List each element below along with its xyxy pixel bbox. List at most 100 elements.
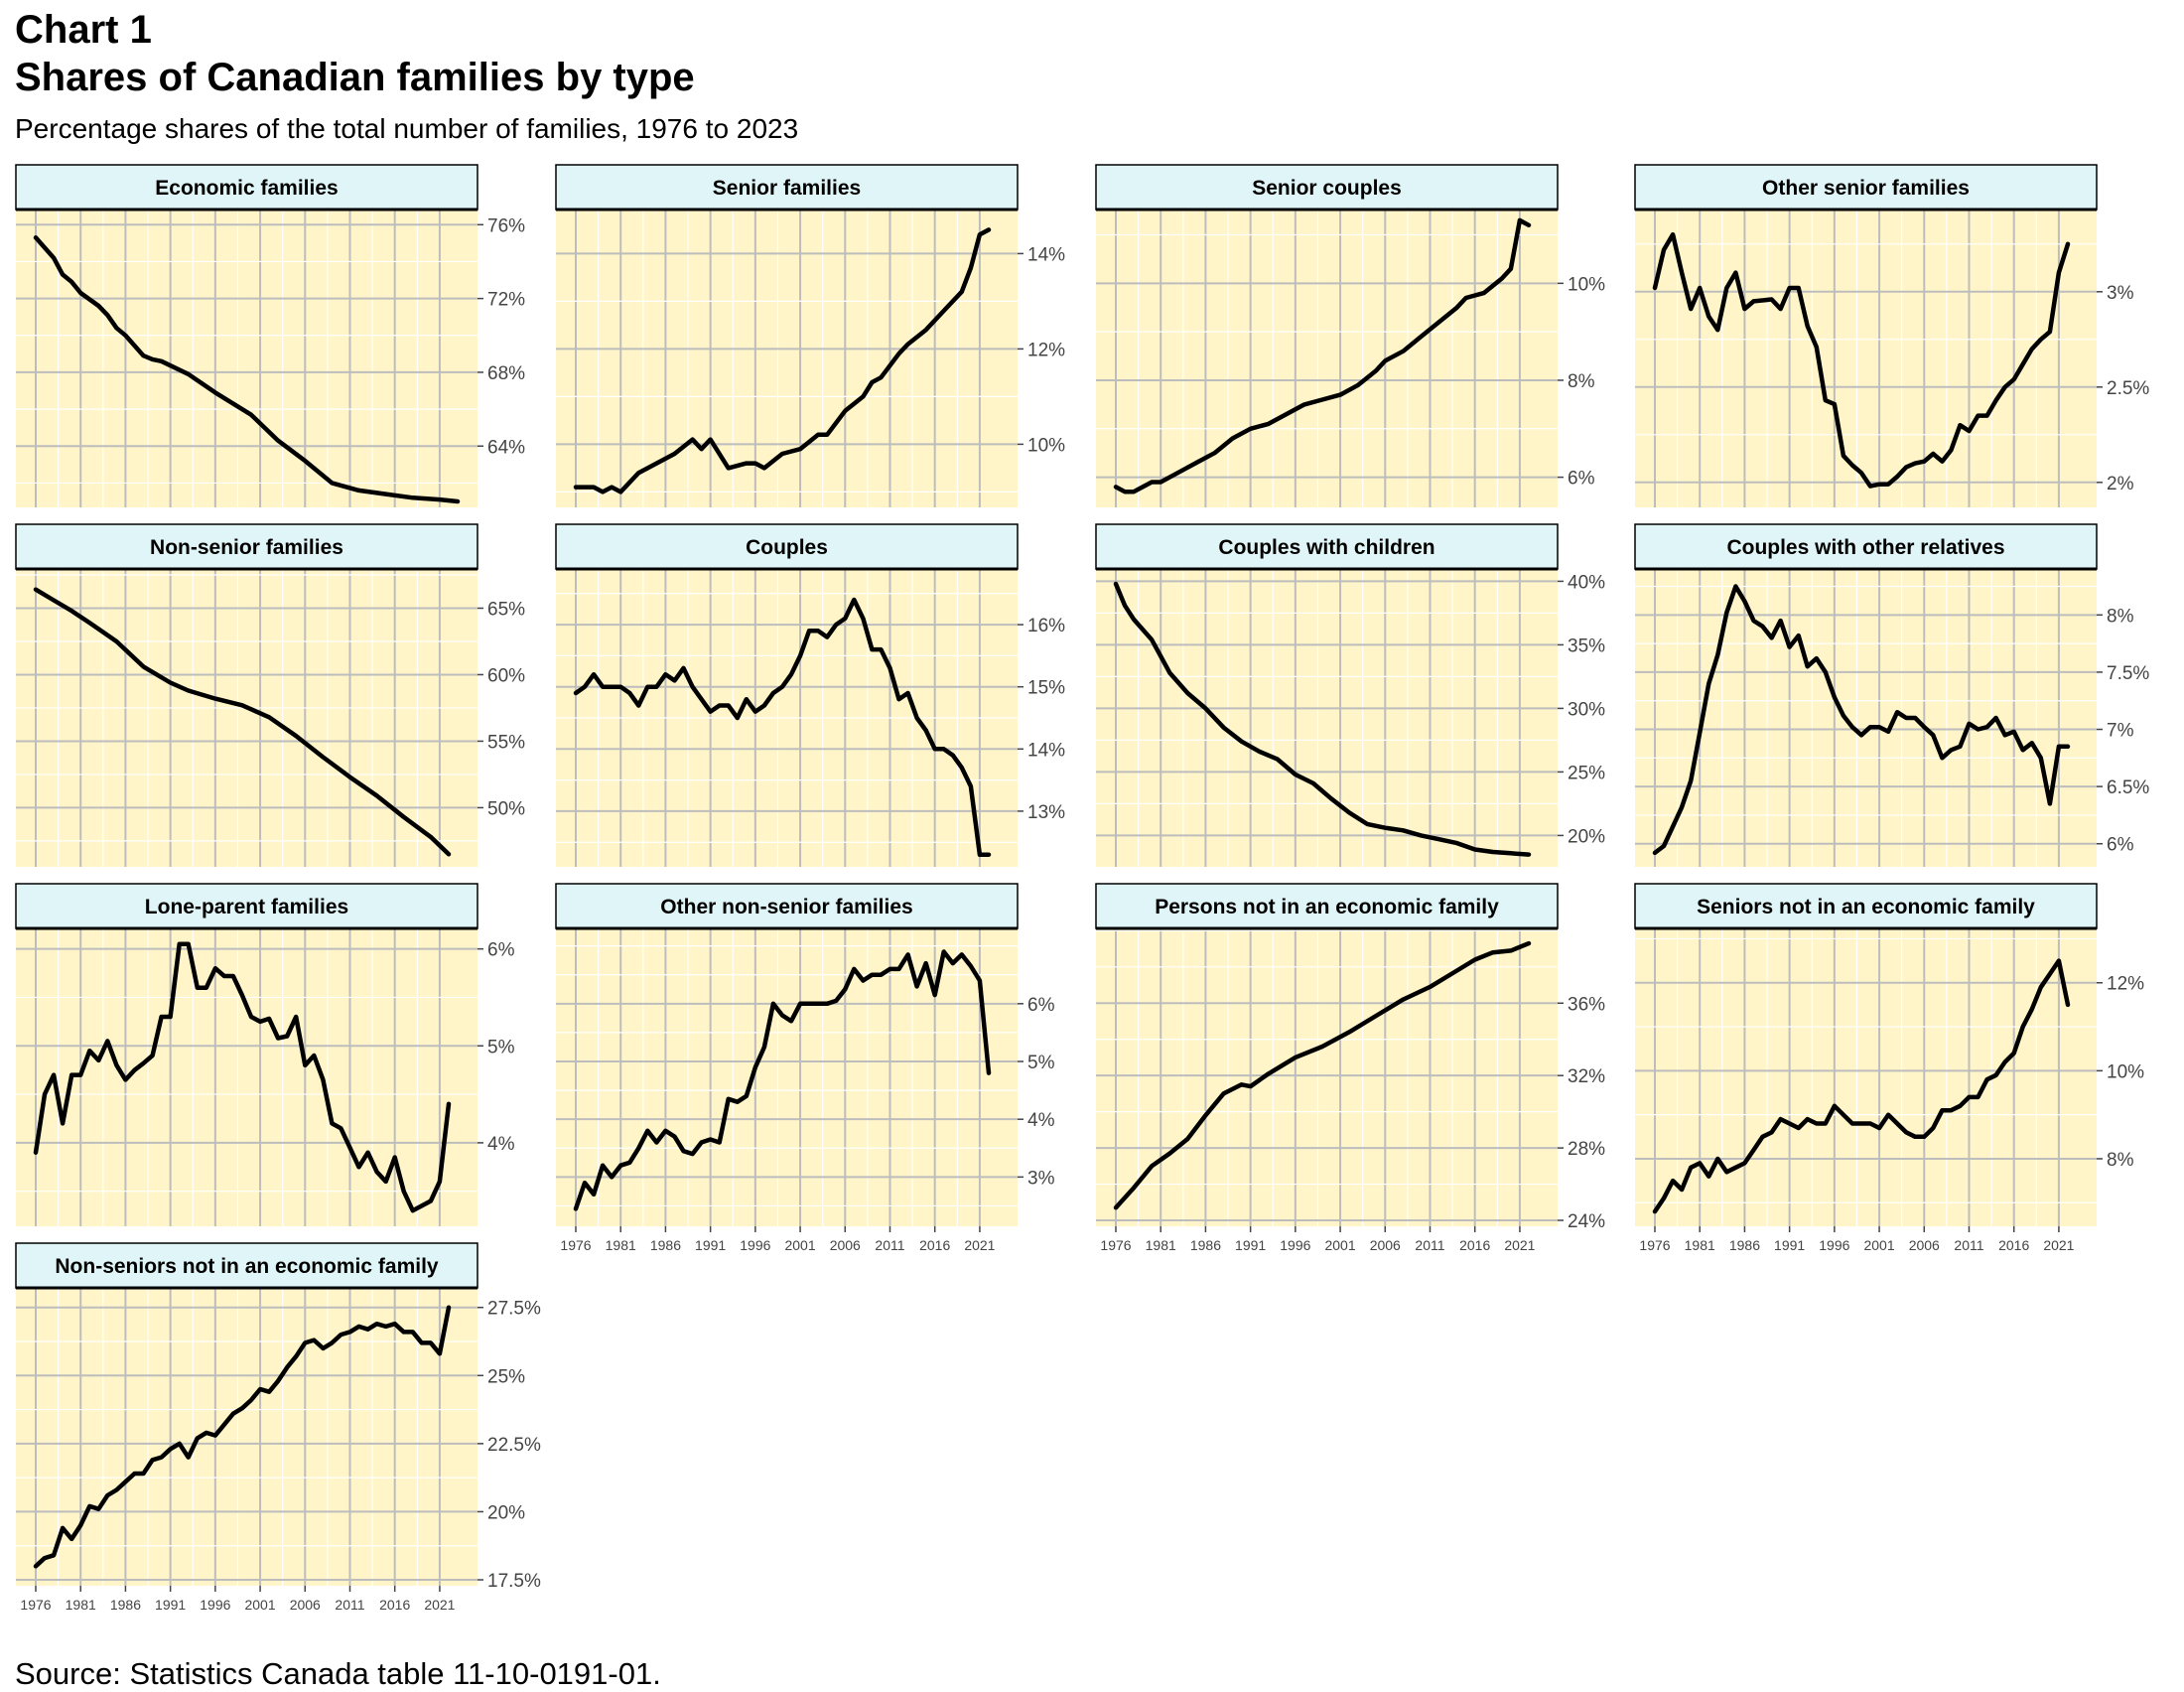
facet-panel: Other non-senior families 6% 5% 4% 3% 1976 198…: [555, 883, 1055, 1253]
x-tick-label: 1991: [695, 1237, 726, 1253]
y-tick-label: 5%: [487, 1037, 515, 1058]
facet-strip: [1634, 164, 2098, 211]
y-tick-label: 10%: [2107, 1061, 2144, 1082]
facet-title: Couples with children: [1218, 536, 1434, 559]
y-tick-label: 6%: [1568, 469, 1595, 490]
y-tick-label: 16%: [1027, 616, 1065, 636]
x-tick-label: 2001: [244, 1597, 275, 1613]
x-tick-label: 1981: [1146, 1237, 1176, 1253]
facet-title: Senior couples: [1252, 177, 1402, 200]
y-tick-label: 50%: [487, 798, 525, 819]
facet-panel: Couples 16% 15% 14% 13%: [555, 523, 1065, 867]
x-tick-label: 1976: [20, 1597, 51, 1613]
y-tick-label: 8%: [2107, 606, 2134, 627]
facet-title: Couples with other relatives: [1726, 536, 2004, 559]
panel-background: [16, 1288, 478, 1586]
y-tick-label: 22.5%: [487, 1435, 541, 1456]
y-tick-label: 12%: [1027, 340, 1065, 360]
facet-title: Other non-senior families: [660, 896, 912, 918]
x-tick-label: 2016: [379, 1597, 410, 1613]
x-tick-label: 1996: [1819, 1237, 1849, 1253]
x-tick-label: 2021: [2043, 1237, 2074, 1253]
y-tick-label: 30%: [1568, 699, 1605, 720]
y-tick-label: 6%: [2107, 835, 2134, 856]
series-line: [1652, 958, 2071, 1214]
y-tick-label: 12%: [2107, 974, 2144, 995]
x-tick-label: 1986: [1190, 1237, 1221, 1253]
y-tick-label: 10%: [1568, 274, 1605, 295]
facet-panel: Other senior families 3% 2.5% 2%: [1634, 164, 2149, 507]
facet-panel: Senior couples 10% 8% 6%: [1095, 164, 1605, 507]
series-line: [33, 1305, 452, 1569]
panel-background: [1096, 210, 1558, 507]
y-tick-label: 7.5%: [2107, 663, 2149, 684]
facet-strip: [1634, 883, 2098, 929]
panel-background: [16, 210, 478, 507]
series-line: [573, 597, 992, 857]
facet-strip: [555, 883, 1019, 929]
panel-background: [1635, 210, 2097, 507]
x-tick-label: 2011: [1954, 1237, 1983, 1253]
x-tick-label: 2011: [335, 1597, 364, 1613]
x-tick-label: 1991: [1235, 1237, 1266, 1253]
y-tick-label: 6.5%: [2107, 777, 2149, 798]
facet-strip: [555, 523, 1019, 570]
y-tick-label: 27.5%: [487, 1299, 541, 1320]
x-tick-label: 2006: [290, 1597, 321, 1613]
x-tick-label: 1991: [1774, 1237, 1805, 1253]
facet-panel: Couples with children 40% 35% 30% 25% 20%: [1095, 523, 1605, 867]
facet-panel: Economic families 76% 72% 68% 64%: [15, 164, 525, 507]
facet-title: Economic families: [155, 177, 338, 200]
series-line: [573, 949, 992, 1211]
facet-panel: Non-seniors not in an economic family 27.…: [15, 1242, 541, 1613]
facet-panel: Seniors not in an economic family 12% 10% 8…: [1634, 883, 2144, 1253]
y-tick-label: 55%: [487, 732, 525, 753]
panel-background: [1635, 569, 2097, 867]
y-tick-label: 13%: [1027, 802, 1065, 823]
x-tick-label: 1976: [560, 1237, 591, 1253]
y-tick-label: 64%: [487, 437, 525, 458]
x-tick-label: 2011: [1415, 1237, 1444, 1253]
series-line: [1113, 940, 1532, 1210]
x-tick-label: 2006: [1370, 1237, 1401, 1253]
facet-panel: Senior families 14% 12% 10%: [555, 164, 1065, 507]
facet-strip: [1095, 883, 1559, 929]
y-tick-label: 72%: [487, 290, 525, 311]
y-tick-label: 6%: [1027, 995, 1055, 1016]
x-tick-label: 1991: [155, 1597, 186, 1613]
y-tick-label: 14%: [1027, 740, 1065, 761]
x-tick-label: 1976: [1100, 1237, 1131, 1253]
facet-panel: Lone-parent families 6% 5% 4%: [15, 883, 515, 1226]
y-tick-label: 36%: [1568, 994, 1605, 1015]
facet-title: Other senior families: [1762, 177, 1970, 200]
y-tick-label: 68%: [487, 363, 525, 384]
panel-background: [556, 928, 1018, 1226]
source-note: Source: Statistics Canada table 11-10-01…: [15, 1656, 661, 1691]
y-tick-label: 24%: [1568, 1211, 1605, 1232]
x-tick-label: 1996: [1280, 1237, 1310, 1253]
series-line: [33, 235, 461, 504]
y-tick-label: 2.5%: [2107, 378, 2149, 399]
x-tick-label: 2006: [830, 1237, 861, 1253]
chart-title: Shares of Canadian families by type: [15, 56, 695, 99]
y-tick-label: 25%: [1568, 763, 1605, 783]
x-tick-label: 2001: [784, 1237, 815, 1253]
x-tick-label: 2021: [424, 1597, 455, 1613]
series-line: [1113, 217, 1532, 494]
facet-panel: Couples with other relatives 8% 7.5% 7% 6.5%…: [1634, 523, 2149, 867]
x-tick-label: 2016: [1459, 1237, 1490, 1253]
panel-background: [1096, 569, 1558, 867]
facet-title: Lone-parent families: [145, 896, 348, 918]
series-line: [1113, 581, 1532, 857]
facet-strip: [1095, 164, 1559, 211]
x-tick-label: 2016: [919, 1237, 950, 1253]
y-tick-label: 28%: [1568, 1139, 1605, 1160]
facet-title: Persons not in an economic family: [1155, 896, 1499, 918]
x-tick-label: 1986: [110, 1597, 141, 1613]
y-tick-label: 35%: [1568, 635, 1605, 656]
series-line: [1652, 584, 2071, 856]
facet-title: Non-seniors not in an economic family: [55, 1255, 439, 1278]
facet-title: Seniors not in an economic family: [1697, 896, 2035, 918]
y-tick-label: 3%: [2107, 283, 2134, 304]
